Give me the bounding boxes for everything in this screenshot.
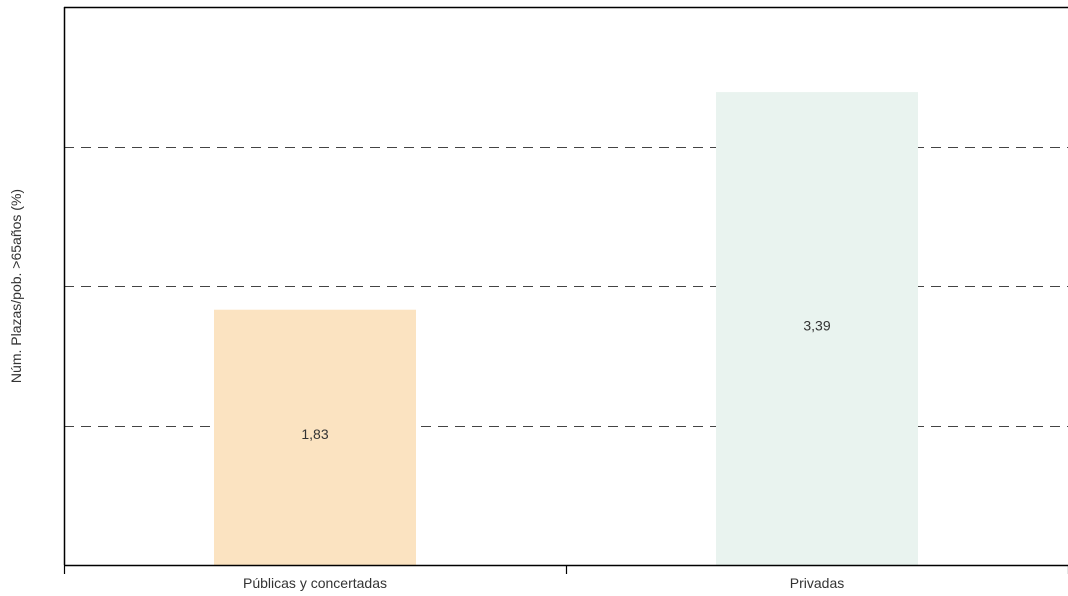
data-label: 3,39 [803,317,830,333]
bars [214,92,918,565]
x-tick-label: Públicas y concertadas [243,575,387,591]
data-label: 1,83 [301,426,328,442]
data-labels: 1,83 3,39 [301,317,830,442]
bar [716,92,918,565]
bar [214,309,416,565]
x-ticks: Públicas y concertadas Privadas [63,565,1068,591]
y-axis-label: Núm. Plazas/pob. >65años (%) [8,189,24,383]
x-tick-label: Privadas [790,575,844,591]
